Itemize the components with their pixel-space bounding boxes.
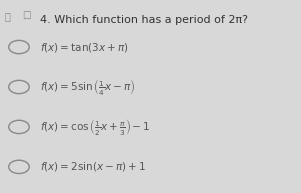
Text: $f(x) = \tan(3x + \pi)$: $f(x) = \tan(3x + \pi)$ xyxy=(39,41,128,53)
Text: ☐: ☐ xyxy=(22,11,31,21)
Text: $f(x) = 2\sin(x - \pi) + 1$: $f(x) = 2\sin(x - \pi) + 1$ xyxy=(39,160,145,173)
Text: ⦑: ⦑ xyxy=(4,11,10,21)
Text: 4. Which function has a period of 2π?: 4. Which function has a period of 2π? xyxy=(39,15,247,25)
Text: $f(x) = 5\sin\left(\frac{1}{4}x - \pi\right)$: $f(x) = 5\sin\left(\frac{1}{4}x - \pi\ri… xyxy=(39,77,135,97)
Text: $f(x) = \cos\left(\frac{1}{2}x + \frac{\pi}{3}\right) - 1$: $f(x) = \cos\left(\frac{1}{2}x + \frac{\… xyxy=(39,117,150,137)
